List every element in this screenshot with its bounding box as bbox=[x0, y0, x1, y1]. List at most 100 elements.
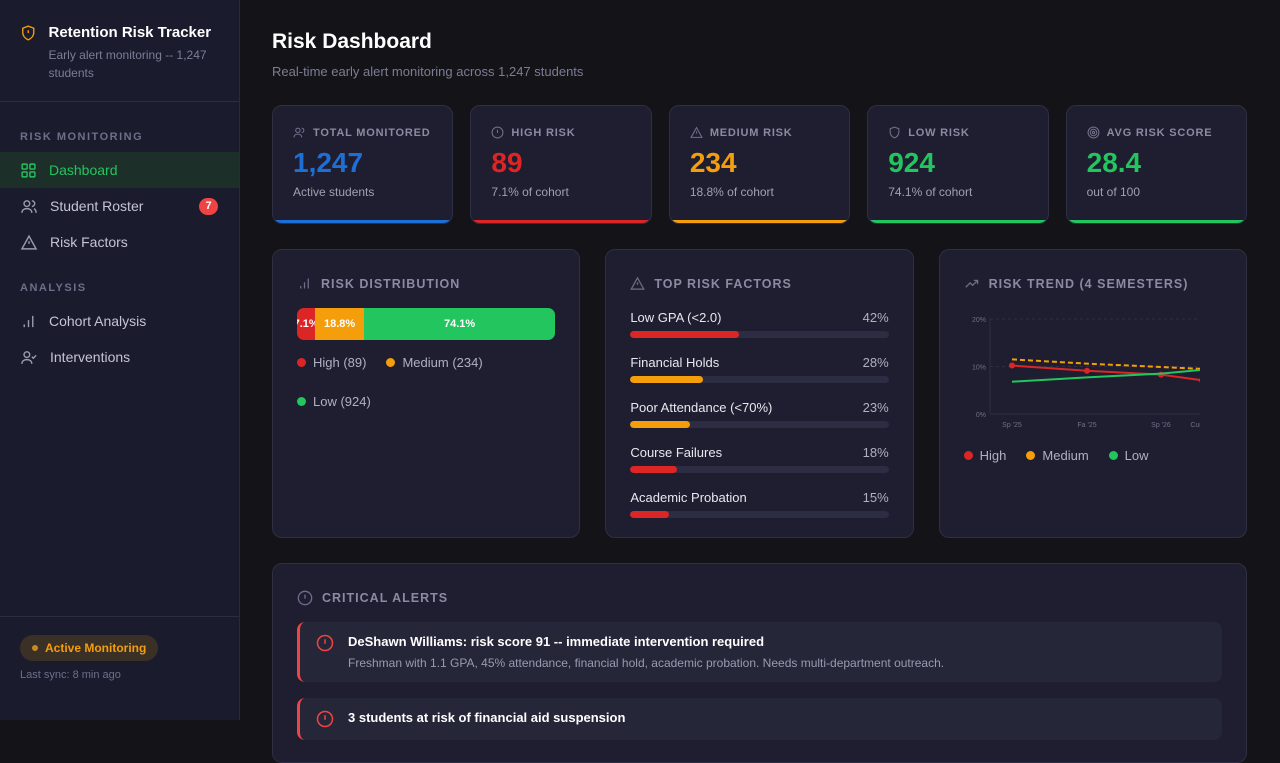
data-point bbox=[1083, 367, 1090, 374]
factor-track bbox=[630, 331, 889, 338]
shield-alert-icon bbox=[22, 25, 35, 41]
series-line-medium bbox=[1011, 358, 1200, 370]
stat-cards: TOTAL MONITORED 1,247 Active students HIGH … bbox=[272, 105, 1248, 224]
status-label: Active Monitoring bbox=[45, 641, 147, 655]
stat-label: AVG RISK SCORE bbox=[1106, 126, 1213, 139]
top-risk-factors-panel: TOP RISK FACTORS Low GPA (<2.0) 42% Financ… bbox=[605, 249, 914, 538]
x-tick-label: Current bbox=[1190, 422, 1200, 429]
series-line-high bbox=[1011, 364, 1200, 382]
legend-item: High (89) bbox=[297, 352, 366, 372]
legend-label: High bbox=[979, 447, 1007, 463]
stat-card: HIGH RISK 89 7.1% of cohort bbox=[470, 105, 652, 224]
brand: Retention Risk Tracker Early alert monit… bbox=[0, 0, 239, 102]
status-badge: Active Monitoring bbox=[20, 635, 159, 661]
last-sync: Last sync: 8 min ago bbox=[20, 669, 121, 681]
risk-trend-chart: 0% 10% 20% Sp '25 Fa '25 Sp '26 Current bbox=[972, 317, 1200, 429]
stat-card: AVG RISK SCORE 28.4 out of 100 bbox=[1065, 105, 1248, 224]
factor-list: Low GPA (<2.0) 42% Financial Holds 28% Poor … bbox=[630, 310, 889, 518]
risk-factor: Low GPA (<2.0) 42% bbox=[630, 310, 889, 338]
stat-accent-bar bbox=[1066, 220, 1247, 223]
stat-value: 1,247 bbox=[293, 147, 364, 178]
stat-accent-bar bbox=[868, 220, 1048, 223]
status-dot-icon bbox=[32, 645, 38, 651]
factor-value: 18% bbox=[862, 445, 889, 460]
warning-icon bbox=[630, 276, 646, 290]
legend-dot-icon bbox=[297, 357, 306, 367]
legend-item: Low bbox=[1108, 445, 1149, 465]
main-content: Risk Dashboard Real-time early alert mon… bbox=[272, 0, 1248, 763]
alert-title: DeShawn Williams: risk score 91 -- immed… bbox=[348, 634, 765, 649]
warning-icon bbox=[689, 126, 703, 138]
factor-fill bbox=[630, 421, 690, 428]
y-tick-label: 20% bbox=[972, 317, 986, 324]
critical-alerts-panel: CRITICAL ALERTS DeShawn Williams: risk s… bbox=[272, 563, 1247, 763]
panel-title: TOP RISK FACTORS bbox=[654, 276, 792, 291]
stat-card: LOW RISK 924 74.1% of cohort bbox=[867, 105, 1049, 224]
panel-title: RISK DISTRIBUTION bbox=[321, 276, 461, 291]
stat-accent-bar bbox=[669, 220, 850, 223]
stat-accent-bar bbox=[273, 220, 453, 223]
stat-card: TOTAL MONITORED 1,247 Active students bbox=[272, 105, 454, 224]
risk-distribution-panel: RISK DISTRIBUTION 7.1%18.8%74.1% High (8… bbox=[272, 249, 581, 538]
warning-icon bbox=[20, 234, 38, 250]
legend-label: Low bbox=[1124, 447, 1149, 463]
legend-dot-icon bbox=[386, 357, 396, 367]
alert-circle-icon bbox=[491, 126, 504, 139]
risk-factor: Financial Holds 28% bbox=[630, 355, 889, 383]
factor-label: Poor Attendance (<70%) bbox=[630, 400, 773, 415]
factor-fill bbox=[630, 331, 739, 338]
sidebar-item-risk-factors[interactable]: Risk Factors bbox=[0, 224, 239, 260]
risk-factor: Academic Probation 15% bbox=[630, 490, 889, 518]
factor-label: Low GPA (<2.0) bbox=[630, 310, 722, 325]
risk-factor: Poor Attendance (<70%) 23% bbox=[630, 400, 889, 428]
users-icon bbox=[293, 127, 305, 138]
stat-value: 28.4 bbox=[1086, 147, 1142, 178]
page-subtitle: Real-time early alert monitoring across … bbox=[272, 64, 584, 79]
distribution-segment: 74.1% bbox=[363, 308, 556, 340]
sidebar-item-dashboard[interactable]: Dashboard bbox=[0, 152, 239, 188]
stat-note: Active students bbox=[293, 185, 375, 199]
data-point bbox=[1198, 378, 1200, 383]
alert-item[interactable]: DeShawn Williams: risk score 91 -- immed… bbox=[297, 622, 1222, 682]
panel-title: RISK TREND (4 SEMESTERS) bbox=[988, 276, 1189, 291]
factor-fill bbox=[630, 376, 703, 383]
section-label: ANALYSIS bbox=[20, 282, 87, 294]
stat-note: 7.1% of cohort bbox=[491, 185, 569, 199]
data-point bbox=[1008, 362, 1015, 369]
user-check-icon bbox=[21, 350, 37, 364]
legend-dot-icon bbox=[963, 450, 973, 460]
legend-item: Low (924) bbox=[297, 391, 371, 411]
x-tick-label: Sp '26 bbox=[1151, 422, 1171, 429]
legend-dot-icon bbox=[1026, 450, 1036, 460]
factor-label: Course Failures bbox=[630, 445, 723, 460]
stat-label: LOW RISK bbox=[908, 126, 970, 139]
factor-value: 15% bbox=[862, 490, 889, 505]
distribution-legend: High (89) Medium (234) Low (924) bbox=[297, 352, 555, 411]
legend-label: Medium bbox=[1042, 447, 1089, 463]
distribution-segment: 7.1% bbox=[297, 308, 319, 340]
stat-label: HIGH RISK bbox=[511, 126, 576, 139]
stat-card: MEDIUM RISK 234 18.8% of cohort bbox=[668, 105, 851, 224]
risk-trend-panel: RISK TREND (4 SEMESTERS) 0% 10% 20% Sp '25 F… bbox=[938, 249, 1247, 538]
risk-factor: Course Failures 18% bbox=[630, 445, 889, 473]
page-title: Risk Dashboard bbox=[272, 30, 432, 53]
sidebar-item-label: Student Roster bbox=[50, 198, 144, 214]
x-tick-label: Fa '25 bbox=[1077, 422, 1096, 429]
shield-icon bbox=[889, 126, 900, 139]
sidebar-item-cohort-analysis[interactable]: Cohort Analysis bbox=[0, 303, 239, 339]
sidebar-item-student-roster[interactable]: Student Roster 7 bbox=[0, 188, 239, 224]
bar-chart-icon bbox=[23, 315, 34, 327]
factor-label: Financial Holds bbox=[630, 355, 720, 370]
stat-accent-bar bbox=[471, 220, 651, 223]
alert-item[interactable]: 3 students at risk of financial aid susp… bbox=[297, 698, 1222, 740]
series-line-low bbox=[1011, 369, 1200, 383]
grid-icon bbox=[21, 162, 36, 178]
legend-dot-icon bbox=[297, 396, 306, 406]
distribution-segment: 18.8% bbox=[315, 308, 364, 340]
factor-value: 23% bbox=[862, 400, 889, 415]
bar-chart-icon bbox=[300, 278, 309, 289]
distribution-bar: 7.1%18.8%74.1% bbox=[297, 308, 556, 340]
alert-title: 3 students at risk of financial aid susp… bbox=[348, 710, 626, 725]
sidebar-item-interventions[interactable]: Interventions bbox=[0, 339, 239, 375]
sidebar: Retention Risk Tracker Early alert monit… bbox=[0, 0, 240, 720]
